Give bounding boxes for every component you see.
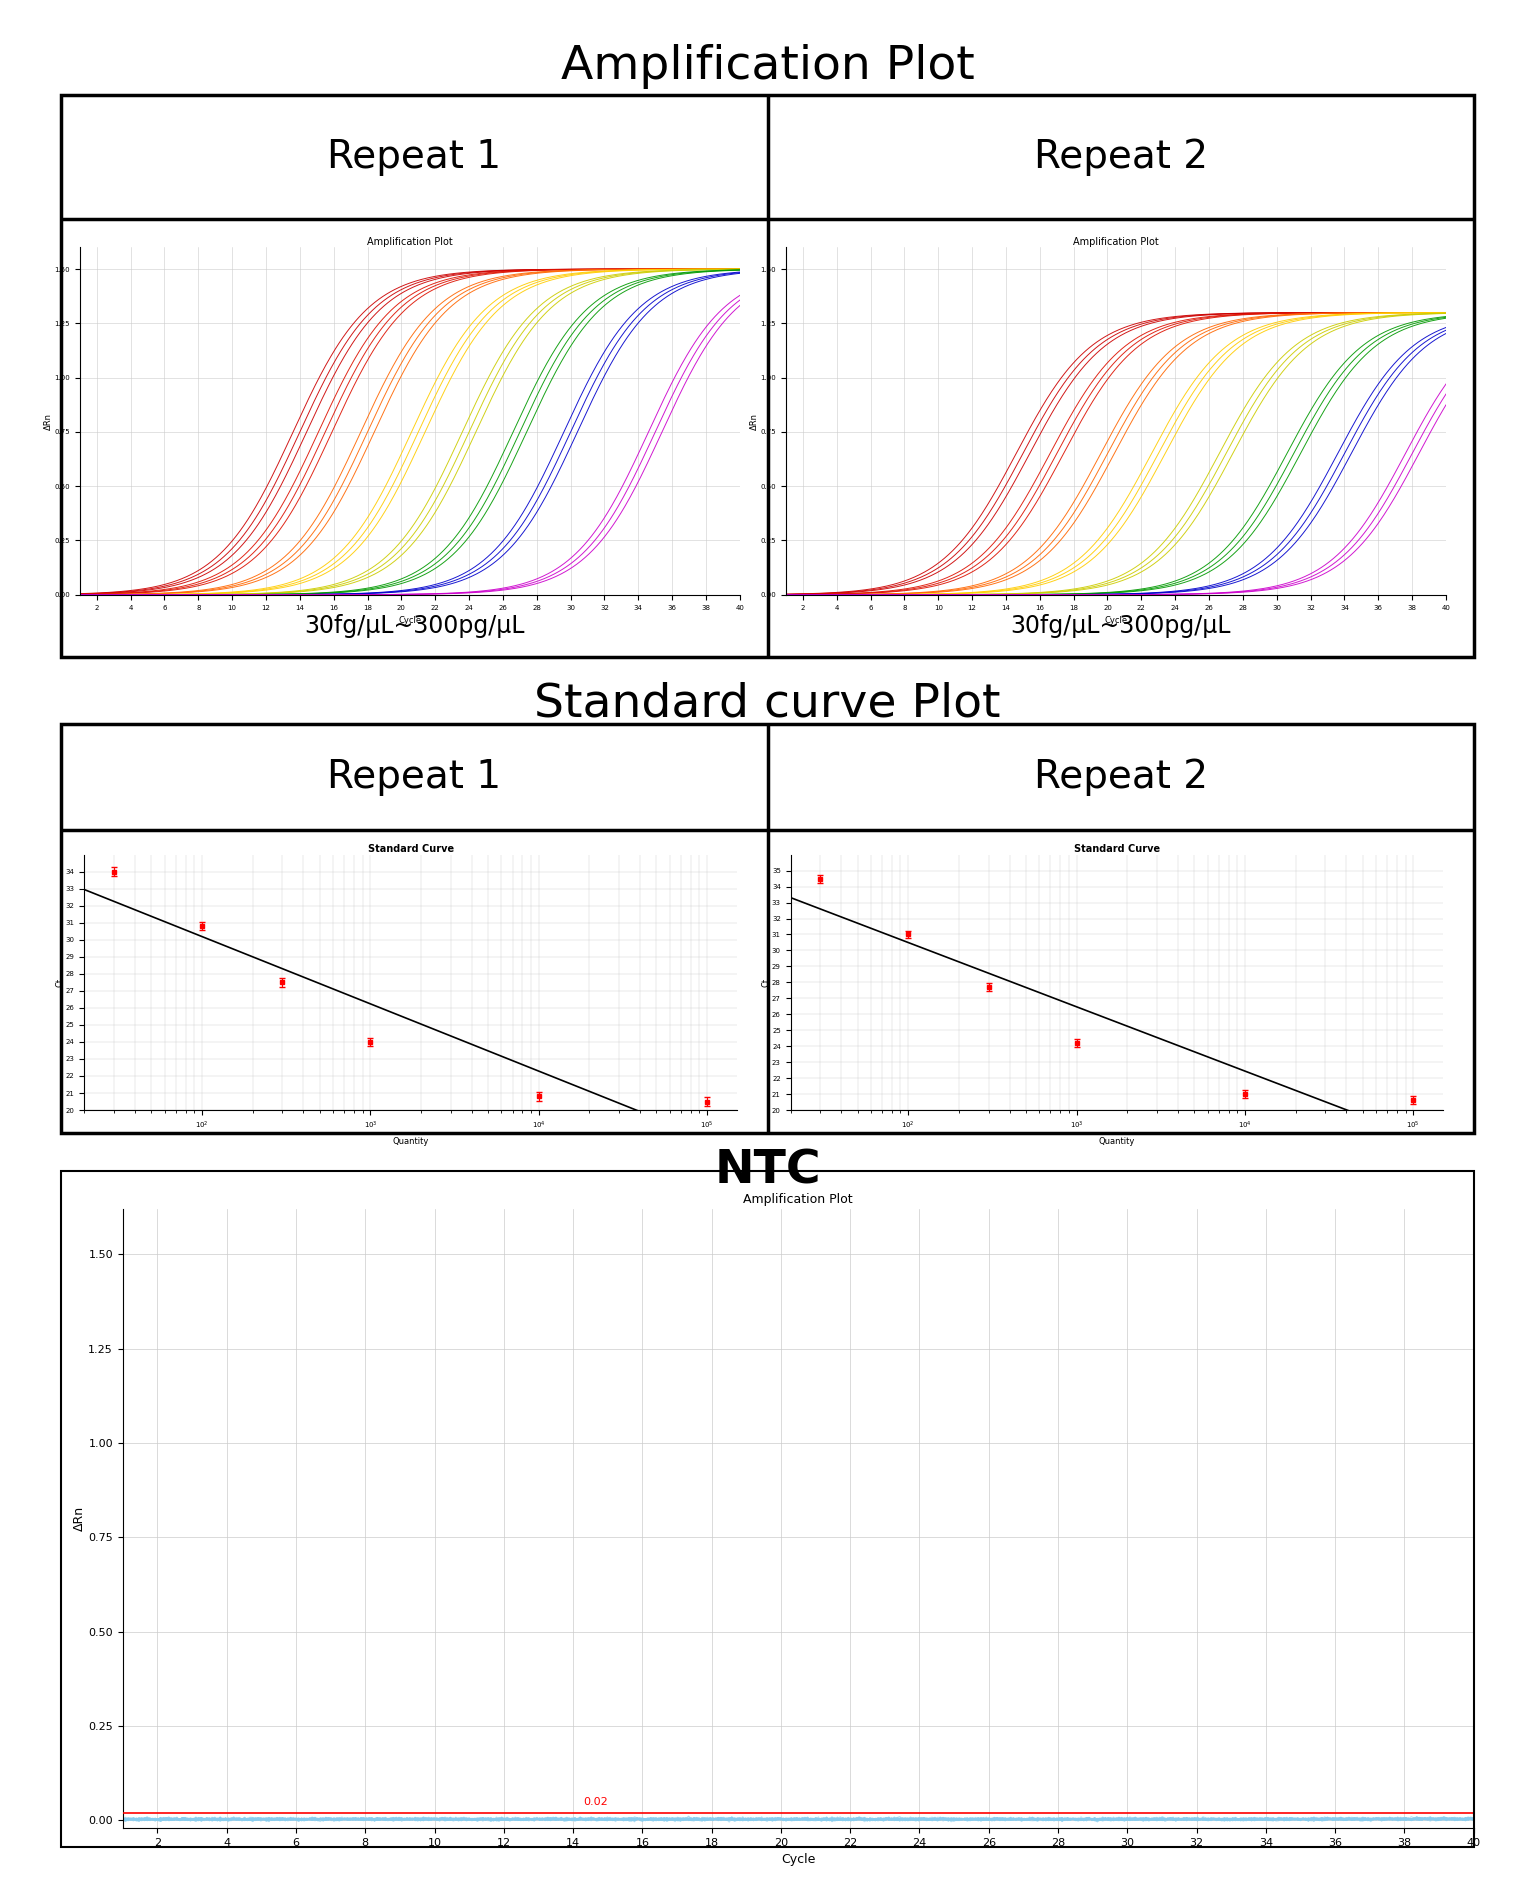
- Y-axis label: Ct: Ct: [761, 979, 771, 986]
- X-axis label: Cycle: Cycle: [1104, 617, 1128, 625]
- Y-axis label: ΔRn: ΔRn: [45, 413, 54, 430]
- Text: Repeat 2: Repeat 2: [1033, 758, 1208, 796]
- Text: Standard curve Plot: Standard curve Plot: [534, 682, 1001, 727]
- Title: Amplification Plot: Amplification Plot: [1073, 236, 1159, 246]
- Text: Amplification Plot: Amplification Plot: [560, 44, 975, 89]
- Text: NTC: NTC: [714, 1148, 821, 1194]
- X-axis label: Cycle: Cycle: [398, 617, 422, 625]
- Text: 30fg/μL~300pg/μL: 30fg/μL~300pg/μL: [1010, 613, 1231, 638]
- X-axis label: Quantity: Quantity: [393, 1137, 428, 1146]
- Text: 30fg/μL~300pg/μL: 30fg/μL~300pg/μL: [304, 613, 525, 638]
- Title: Standard Curve: Standard Curve: [367, 843, 454, 853]
- Title: Amplification Plot: Amplification Plot: [743, 1194, 853, 1207]
- Y-axis label: ΔRn: ΔRn: [751, 413, 760, 430]
- Text: Repeat 1: Repeat 1: [327, 758, 502, 796]
- Y-axis label: ΔRn: ΔRn: [72, 1506, 86, 1531]
- Title: Amplification Plot: Amplification Plot: [367, 236, 453, 246]
- Y-axis label: Ct: Ct: [55, 979, 64, 986]
- Title: Standard Curve: Standard Curve: [1073, 843, 1160, 853]
- Text: Repeat 1: Repeat 1: [327, 137, 502, 175]
- X-axis label: Cycle: Cycle: [781, 1853, 815, 1866]
- Text: 0.02: 0.02: [583, 1797, 608, 1807]
- Text: Repeat 2: Repeat 2: [1033, 137, 1208, 175]
- X-axis label: Quantity: Quantity: [1099, 1137, 1134, 1146]
